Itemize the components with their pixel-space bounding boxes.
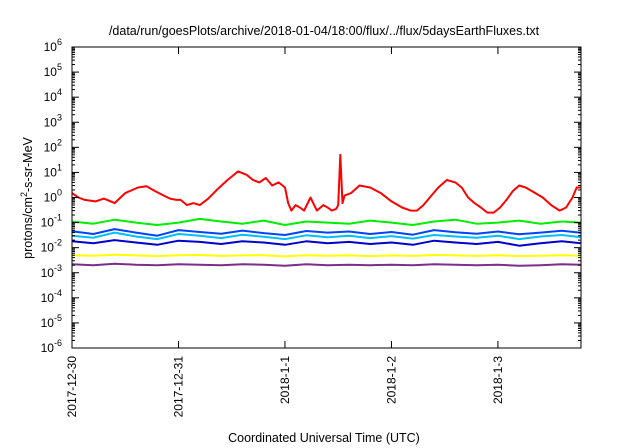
x-axis-label: Coordinated Universal Time (UTC) [228, 431, 420, 445]
series-line-4 [71, 228, 582, 237]
y-axis-label-base: protons/cm [21, 197, 35, 259]
x-tick-label: 2018-1-2 [384, 356, 398, 404]
y-tick-label: 10-6 [41, 338, 62, 355]
y-axis-label: protons/cm2-s-sr-MeV [19, 136, 35, 258]
series-line-6 [71, 253, 582, 258]
series-layer [71, 153, 582, 267]
y-tick-label: 102 [44, 137, 62, 154]
x-tick-label: 2018-1-3 [491, 356, 505, 404]
plot-frame [71, 46, 582, 349]
y-tick-label: 106 [44, 37, 62, 54]
y-tick-label: 101 [44, 162, 62, 179]
tick-layer: 10-6 10-5 10-4 10-3 10-2 10-1 100 101 102 103 104 1… [41, 37, 581, 417]
y-tick-label: 103 [44, 112, 62, 129]
y-tick-label: 10-2 [41, 238, 62, 255]
y-tick-label: 105 [44, 62, 62, 79]
y-tick-label: 104 [44, 87, 62, 104]
series-line-2 [71, 217, 582, 226]
y-tick-label: 10-4 [41, 288, 62, 305]
x-tick-label: 2017-12-30 [65, 356, 79, 418]
series-line-1 [71, 153, 581, 214]
series-line-7 [71, 262, 582, 267]
y-tick-label: 10-5 [41, 313, 62, 330]
series-line-5 [71, 239, 582, 247]
x-tick-label: 2018-1-1 [278, 356, 292, 404]
y-tick-label: 10-1 [41, 213, 62, 230]
series-line-3 [71, 231, 582, 241]
y-axis-label-superscript: 2 [19, 192, 29, 197]
y-tick-label: 10-3 [41, 263, 62, 280]
chart-title: /data/run/goesPlots/archive/2018-01-04/1… [109, 24, 540, 38]
y-axis-label-rest: -s-sr-MeV [21, 136, 35, 192]
x-tick-label: 2017-12-31 [171, 356, 185, 418]
y-tick-label: 100 [44, 188, 62, 205]
